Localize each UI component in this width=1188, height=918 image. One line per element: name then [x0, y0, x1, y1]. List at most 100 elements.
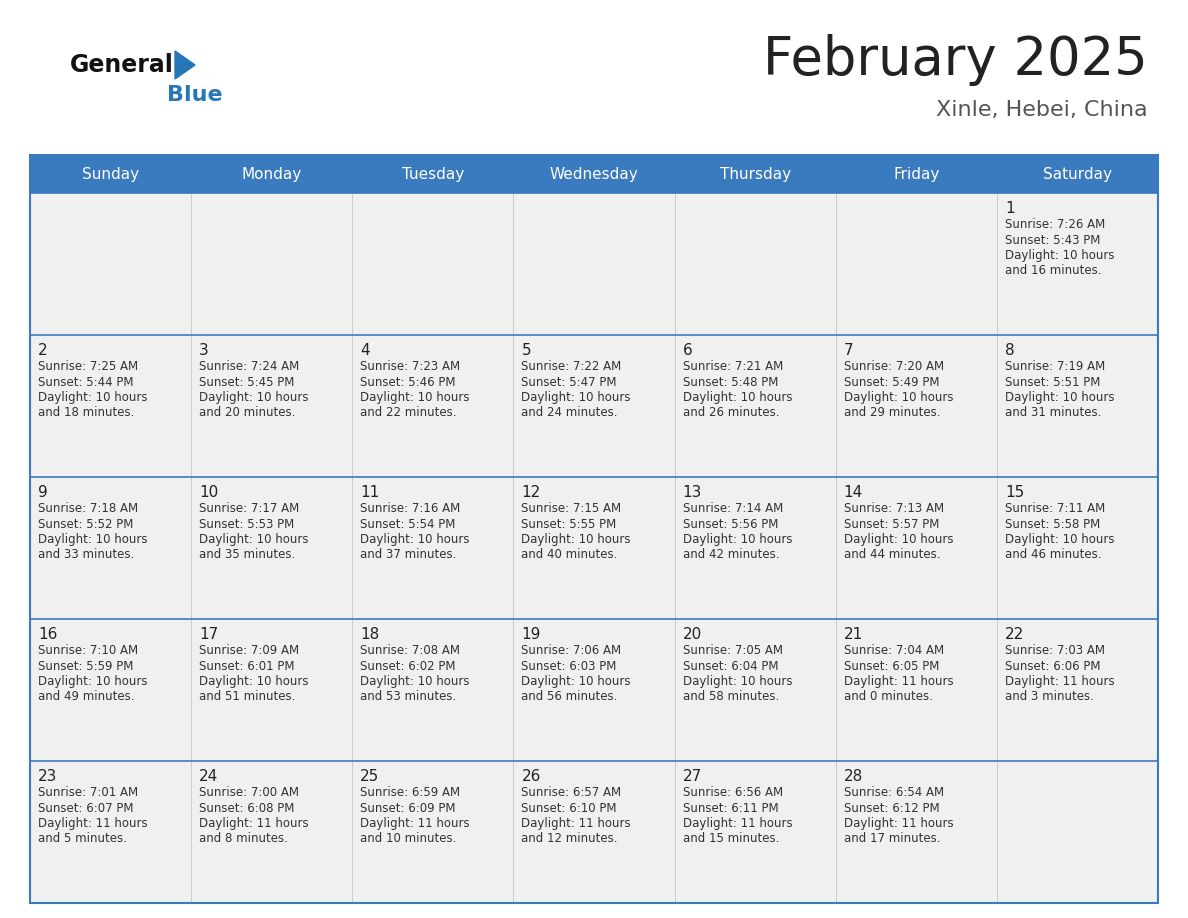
Bar [675, 477, 835, 619]
Text: Sunday: Sunday [82, 166, 139, 182]
Bar [675, 193, 835, 335]
Text: and 12 minutes.: and 12 minutes. [522, 833, 618, 845]
Text: Sunrise: 7:19 AM: Sunrise: 7:19 AM [1005, 360, 1105, 373]
Text: Daylight: 10 hours: Daylight: 10 hours [522, 391, 631, 404]
Text: February 2025: February 2025 [763, 34, 1148, 86]
Text: Daylight: 10 hours: Daylight: 10 hours [1005, 533, 1114, 546]
Text: Daylight: 10 hours: Daylight: 10 hours [683, 675, 792, 688]
Bar [997, 619, 1158, 761]
Bar [30, 193, 191, 335]
Text: and 17 minutes.: and 17 minutes. [843, 833, 940, 845]
Text: Sunrise: 6:54 AM: Sunrise: 6:54 AM [843, 786, 943, 799]
Text: 16: 16 [38, 627, 57, 642]
Text: 27: 27 [683, 769, 702, 784]
Text: Sunrise: 6:57 AM: Sunrise: 6:57 AM [522, 786, 621, 799]
Text: 24: 24 [200, 769, 219, 784]
Bar [30, 155, 1158, 193]
Text: Sunrise: 7:04 AM: Sunrise: 7:04 AM [843, 644, 943, 657]
Bar [191, 477, 353, 619]
Text: Sunrise: 7:26 AM: Sunrise: 7:26 AM [1005, 218, 1105, 231]
Text: 1: 1 [1005, 201, 1015, 216]
Text: Sunrise: 7:03 AM: Sunrise: 7:03 AM [1005, 644, 1105, 657]
Text: 6: 6 [683, 343, 693, 358]
Text: and 0 minutes.: and 0 minutes. [843, 690, 933, 703]
Text: Sunset: 5:54 PM: Sunset: 5:54 PM [360, 518, 456, 531]
Text: Sunset: 6:02 PM: Sunset: 6:02 PM [360, 659, 456, 673]
Bar [191, 619, 353, 761]
Text: 25: 25 [360, 769, 379, 784]
Text: 13: 13 [683, 485, 702, 500]
Text: and 58 minutes.: and 58 minutes. [683, 690, 779, 703]
Text: Sunrise: 7:24 AM: Sunrise: 7:24 AM [200, 360, 299, 373]
Text: and 44 minutes.: and 44 minutes. [843, 548, 940, 562]
Text: and 5 minutes.: and 5 minutes. [38, 833, 127, 845]
Bar [191, 193, 353, 335]
Text: and 40 minutes.: and 40 minutes. [522, 548, 618, 562]
Text: 3: 3 [200, 343, 209, 358]
Bar [835, 619, 997, 761]
Text: Sunrise: 7:05 AM: Sunrise: 7:05 AM [683, 644, 783, 657]
Text: Tuesday: Tuesday [402, 166, 465, 182]
Text: Wednesday: Wednesday [550, 166, 638, 182]
Text: 26: 26 [522, 769, 541, 784]
Text: and 15 minutes.: and 15 minutes. [683, 833, 779, 845]
Text: Sunset: 5:59 PM: Sunset: 5:59 PM [38, 659, 133, 673]
Text: 7: 7 [843, 343, 853, 358]
Text: Sunrise: 6:59 AM: Sunrise: 6:59 AM [360, 786, 461, 799]
Text: Sunrise: 7:06 AM: Sunrise: 7:06 AM [522, 644, 621, 657]
Text: Sunrise: 7:21 AM: Sunrise: 7:21 AM [683, 360, 783, 373]
Text: Sunrise: 7:11 AM: Sunrise: 7:11 AM [1005, 502, 1105, 515]
Text: Sunset: 5:53 PM: Sunset: 5:53 PM [200, 518, 295, 531]
Text: Daylight: 10 hours: Daylight: 10 hours [38, 391, 147, 404]
Text: Daylight: 11 hours: Daylight: 11 hours [843, 817, 953, 830]
Text: Sunrise: 7:10 AM: Sunrise: 7:10 AM [38, 644, 138, 657]
Text: 14: 14 [843, 485, 862, 500]
Polygon shape [175, 51, 195, 79]
Text: and 24 minutes.: and 24 minutes. [522, 407, 618, 420]
Text: Sunset: 6:12 PM: Sunset: 6:12 PM [843, 801, 940, 814]
Bar [835, 193, 997, 335]
Text: Sunset: 6:05 PM: Sunset: 6:05 PM [843, 659, 939, 673]
Text: and 51 minutes.: and 51 minutes. [200, 690, 296, 703]
Bar [835, 477, 997, 619]
Text: 15: 15 [1005, 485, 1024, 500]
Text: Sunset: 6:06 PM: Sunset: 6:06 PM [1005, 659, 1100, 673]
Text: 8: 8 [1005, 343, 1015, 358]
Text: Sunrise: 7:23 AM: Sunrise: 7:23 AM [360, 360, 461, 373]
Text: Sunrise: 7:09 AM: Sunrise: 7:09 AM [200, 644, 299, 657]
Bar [997, 193, 1158, 335]
Text: and 35 minutes.: and 35 minutes. [200, 548, 296, 562]
Bar [513, 335, 675, 477]
Text: 4: 4 [360, 343, 369, 358]
Text: Daylight: 11 hours: Daylight: 11 hours [683, 817, 792, 830]
Text: Daylight: 10 hours: Daylight: 10 hours [38, 533, 147, 546]
Text: 18: 18 [360, 627, 379, 642]
Text: 9: 9 [38, 485, 48, 500]
Text: Daylight: 10 hours: Daylight: 10 hours [683, 391, 792, 404]
Bar [353, 193, 513, 335]
Text: Xinle, Hebei, China: Xinle, Hebei, China [936, 100, 1148, 120]
Bar [835, 335, 997, 477]
Text: Sunrise: 7:18 AM: Sunrise: 7:18 AM [38, 502, 138, 515]
Text: and 22 minutes.: and 22 minutes. [360, 407, 456, 420]
Text: and 49 minutes.: and 49 minutes. [38, 690, 134, 703]
Text: Daylight: 10 hours: Daylight: 10 hours [360, 391, 469, 404]
Bar [30, 155, 1158, 903]
Text: 5: 5 [522, 343, 531, 358]
Text: Sunset: 6:10 PM: Sunset: 6:10 PM [522, 801, 617, 814]
Text: Sunset: 6:01 PM: Sunset: 6:01 PM [200, 659, 295, 673]
Text: Thursday: Thursday [720, 166, 791, 182]
Bar [30, 335, 191, 477]
Text: 17: 17 [200, 627, 219, 642]
Bar [513, 619, 675, 761]
Text: 20: 20 [683, 627, 702, 642]
Bar [30, 619, 191, 761]
Text: Daylight: 10 hours: Daylight: 10 hours [1005, 391, 1114, 404]
Text: Sunrise: 6:56 AM: Sunrise: 6:56 AM [683, 786, 783, 799]
Text: Sunset: 6:09 PM: Sunset: 6:09 PM [360, 801, 456, 814]
Text: Daylight: 10 hours: Daylight: 10 hours [1005, 249, 1114, 262]
Text: 2: 2 [38, 343, 48, 358]
Text: Sunset: 5:44 PM: Sunset: 5:44 PM [38, 375, 133, 388]
Text: and 53 minutes.: and 53 minutes. [360, 690, 456, 703]
Text: Sunrise: 7:25 AM: Sunrise: 7:25 AM [38, 360, 138, 373]
